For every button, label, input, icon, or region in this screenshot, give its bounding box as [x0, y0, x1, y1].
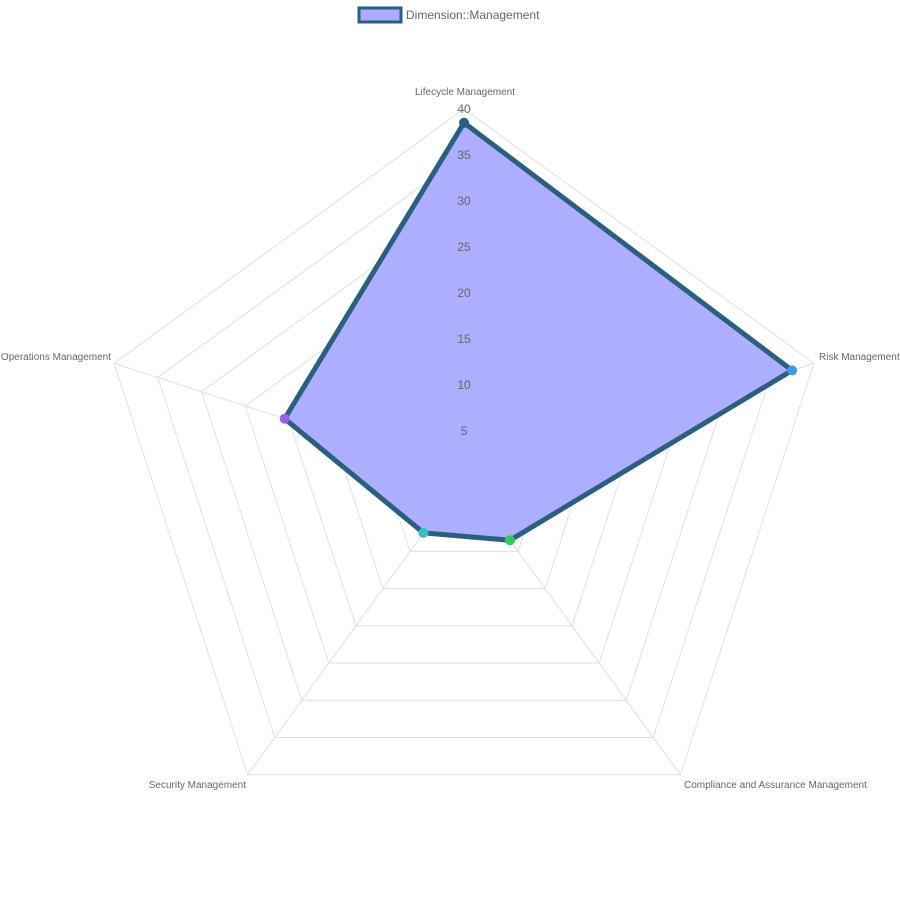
category-label: Security Management	[149, 780, 246, 791]
data-point[interactable]	[279, 413, 290, 424]
tick-label: 5	[461, 424, 468, 438]
legend-swatch[interactable]	[357, 6, 403, 24]
legend[interactable]: Dimension::Management	[357, 6, 540, 24]
data-point[interactable]	[459, 117, 469, 128]
tick-label: 20	[457, 286, 471, 300]
radar-series	[279, 117, 798, 546]
legend-label[interactable]: Dimension::Management	[406, 8, 540, 22]
grid-ring	[113, 108, 815, 776]
tick-label: 10	[457, 378, 471, 392]
data-point[interactable]	[787, 365, 798, 376]
radar-tick-labels: 5 10 15 20 25 30 35 40	[457, 102, 471, 438]
tick-label: 15	[457, 332, 471, 346]
tick-label: 40	[457, 102, 471, 116]
data-point[interactable]	[418, 527, 429, 538]
series-area[interactable]	[281, 119, 797, 543]
tick-label: 30	[457, 194, 471, 208]
radar-category-labels: Lifecycle Management Risk Management Compl…	[1, 87, 900, 791]
category-label: Lifecycle Management	[415, 87, 515, 98]
category-label: Risk Management	[819, 352, 900, 363]
category-label: Compliance and Assurance Management	[684, 780, 867, 791]
data-point[interactable]	[504, 535, 515, 546]
tick-label: 25	[457, 240, 471, 254]
tick-label: 35	[457, 148, 471, 162]
category-label: Operations Management	[1, 352, 111, 363]
